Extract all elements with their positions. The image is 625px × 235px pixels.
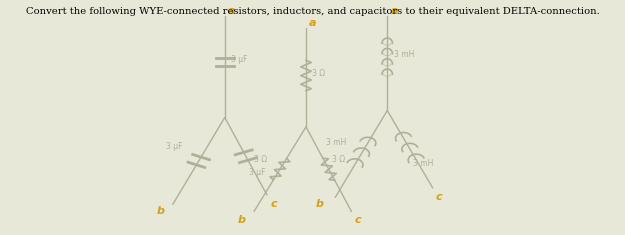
Text: 3 mH: 3 mH [326,137,346,147]
Text: 3 Ω: 3 Ω [332,155,345,164]
Text: a: a [391,6,398,16]
Text: b: b [238,215,246,225]
Text: c: c [436,192,442,202]
Text: Convert the following WYE-connected resistors, inductors, and capacitors to thei: Convert the following WYE-connected resi… [26,7,599,16]
Text: c: c [270,199,277,209]
Text: 3 μF: 3 μF [231,55,248,64]
Text: 3 μF: 3 μF [249,168,266,177]
Text: 3 mH: 3 mH [413,159,434,168]
Text: c: c [355,215,361,225]
Text: b: b [316,199,324,209]
Text: a: a [228,6,236,16]
Text: 3 Ω: 3 Ω [312,69,326,78]
Text: 3 μF: 3 μF [166,142,182,151]
Text: b: b [156,206,164,216]
Text: 3 Ω: 3 Ω [254,155,267,164]
Text: 3 mH: 3 mH [394,50,414,59]
Text: a: a [309,18,317,28]
